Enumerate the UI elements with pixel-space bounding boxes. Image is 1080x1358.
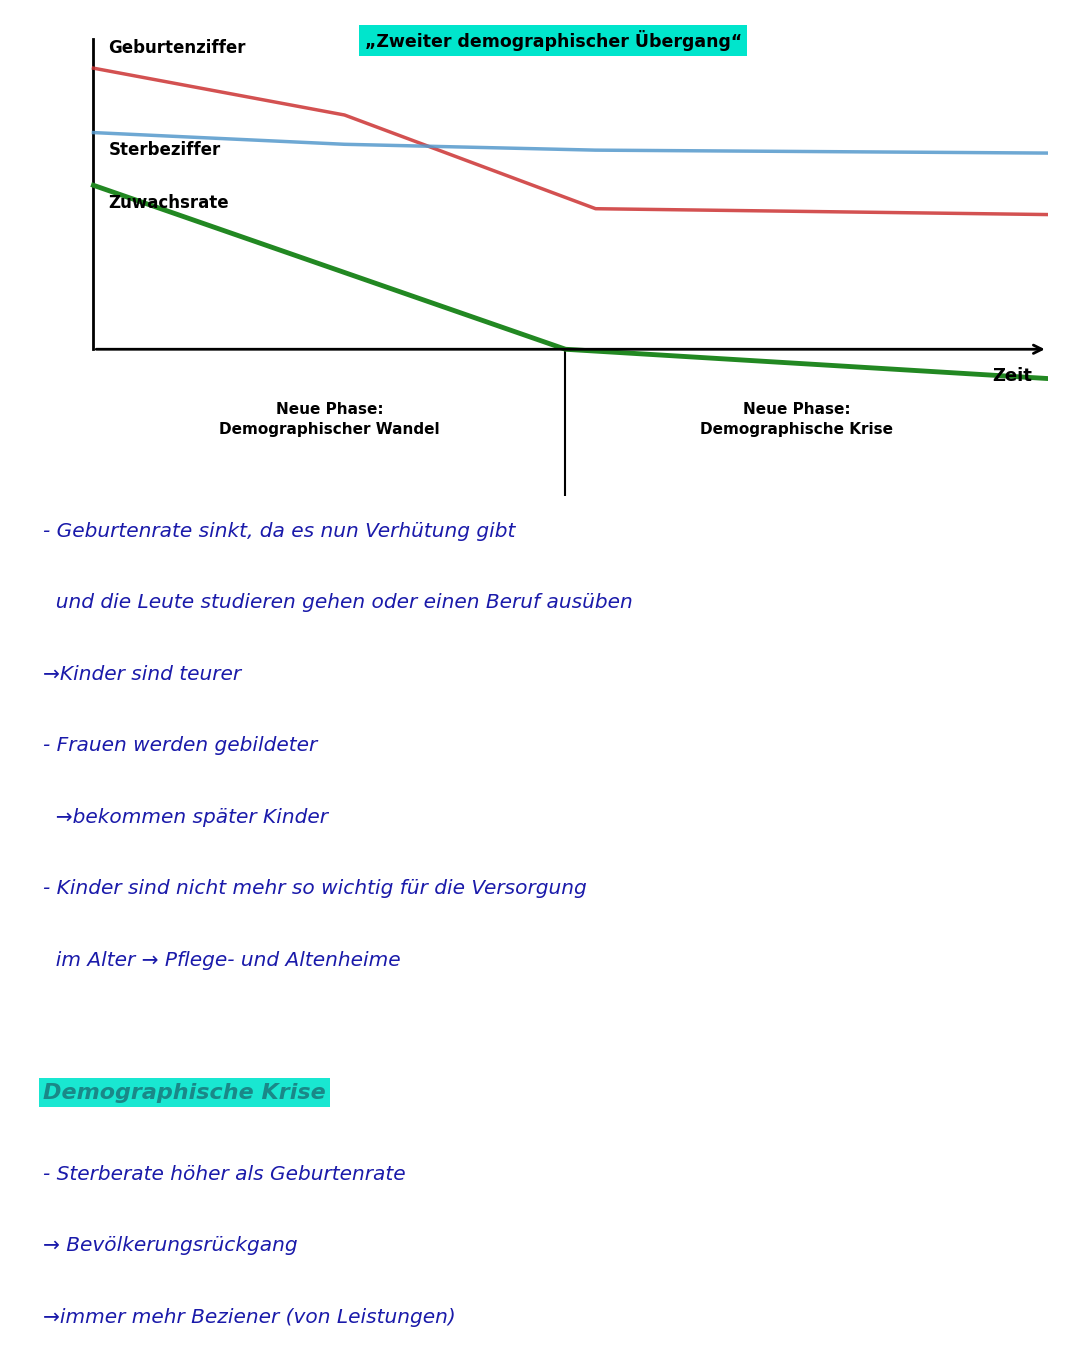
Text: Neue Phase:
Demographische Krise: Neue Phase: Demographische Krise [700, 402, 893, 437]
Text: „Zweiter demographischer Übergang“: „Zweiter demographischer Übergang“ [365, 30, 742, 52]
Text: Neue Phase:
Demographischer Wandel: Neue Phase: Demographischer Wandel [219, 402, 440, 437]
Text: im Alter → Pflege- und Altenheime: im Alter → Pflege- und Altenheime [43, 951, 401, 970]
Text: Zuwachsrate: Zuwachsrate [108, 194, 229, 212]
Text: Sterbeziffer: Sterbeziffer [108, 141, 220, 159]
Text: - Geburtenrate sinkt, da es nun Verhütung gibt: - Geburtenrate sinkt, da es nun Verhütun… [43, 521, 515, 540]
Text: →immer mehr Beziener (von Leistungen): →immer mehr Beziener (von Leistungen) [43, 1308, 456, 1327]
Text: →Kinder sind teurer: →Kinder sind teurer [43, 664, 241, 683]
Text: →bekommen später Kinder: →bekommen später Kinder [43, 808, 328, 827]
Text: und die Leute studieren gehen oder einen Beruf ausüben: und die Leute studieren gehen oder einen… [43, 593, 633, 612]
Text: Demographische Krise: Demographische Krise [43, 1082, 326, 1103]
Text: - Kinder sind nicht mehr so wichtig für die Versorgung: - Kinder sind nicht mehr so wichtig für … [43, 880, 586, 899]
Text: Geburtenziffer: Geburtenziffer [108, 39, 246, 57]
Text: Zeit: Zeit [993, 367, 1032, 384]
Text: - Frauen werden gebildeter: - Frauen werden gebildeter [43, 736, 318, 755]
Text: - Sterberate höher als Geburtenrate: - Sterberate höher als Geburtenrate [43, 1165, 406, 1184]
Text: → Bevölkerungsrückgang: → Bevölkerungsrückgang [43, 1236, 298, 1255]
